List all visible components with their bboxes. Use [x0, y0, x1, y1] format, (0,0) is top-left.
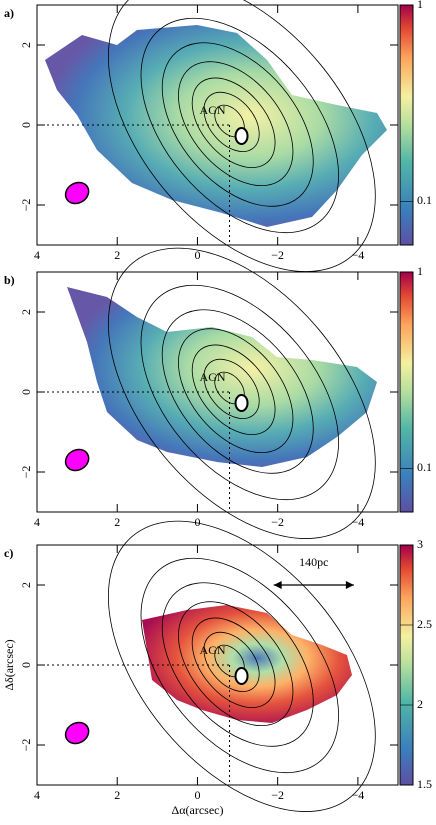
map-field — [142, 605, 352, 723]
colorbar-tick-label: 0.1 — [417, 460, 432, 474]
colorbar — [399, 4, 414, 246]
panel-label: a) — [4, 6, 14, 20]
colorbar-tick-label: 0.1 — [417, 193, 432, 207]
contour — [178, 601, 294, 727]
x-axis-label: Δα(arcsec) — [172, 803, 224, 817]
x-tick-label: 2 — [114, 788, 120, 802]
panel-label: b) — [4, 273, 15, 287]
y-tick-label: 2 — [19, 582, 33, 588]
x-tick-label: 2 — [114, 515, 120, 529]
contour — [140, 17, 339, 234]
map-field — [45, 25, 387, 227]
nucleus — [234, 127, 249, 145]
contour — [178, 328, 294, 454]
annotation: AGN — [200, 103, 226, 117]
contour — [203, 631, 260, 692]
y-tick-label: 2 — [19, 42, 33, 48]
panel: 4 2 0 −2 −4 2 0 −2 c) AGN 3 2.5 2 1.5 140pc Δα(arcsec) Δ… — [2, 520, 432, 817]
y-tick-label: 0 — [19, 122, 33, 128]
colorbar-tick-label: 3 — [417, 537, 423, 551]
contour — [191, 344, 276, 436]
x-tick-label: −2 — [271, 248, 284, 262]
scale-label: 140pc — [299, 555, 328, 569]
contour — [107, 0, 376, 272]
x-tick-label: 0 — [194, 788, 200, 802]
nucleus — [234, 394, 249, 412]
contour — [140, 557, 339, 774]
contour — [191, 617, 276, 709]
annotation: AGN — [200, 643, 226, 657]
y-axis-label: Δδ(arcsec) — [2, 639, 16, 690]
colorbar-tick-label: 2.5 — [417, 617, 432, 631]
panel: 4 2 0 −2 −4 2 0 −2 a) AGN 1 0.1 — [4, 0, 432, 272]
y-tick-label: −2 — [19, 739, 33, 752]
x-tick-label: 4 — [34, 515, 40, 529]
colorbar — [399, 544, 414, 786]
x-tick-label: −2 — [271, 788, 284, 802]
colorbar-tick-label: 1 — [417, 264, 423, 278]
contour — [161, 582, 314, 747]
y-tick-label: 2 — [19, 309, 33, 315]
colorbar-tick-label: 2 — [417, 697, 423, 711]
contour — [140, 284, 339, 501]
beam — [64, 448, 90, 472]
contour — [191, 77, 276, 169]
x-tick-label: 0 — [194, 248, 200, 262]
x-tick-label: −4 — [351, 248, 364, 262]
x-tick-label: 4 — [34, 788, 40, 802]
contour — [161, 309, 314, 474]
contour — [107, 520, 376, 812]
y-tick-label: 0 — [19, 389, 33, 395]
x-tick-label: 2 — [114, 248, 120, 262]
beam — [64, 721, 90, 745]
contour — [203, 91, 260, 152]
y-tick-label: 0 — [19, 662, 33, 668]
beam — [64, 181, 90, 205]
y-tick-label: −2 — [19, 199, 33, 212]
colorbar-tick-label: 1 — [417, 0, 423, 11]
colorbar — [399, 271, 414, 513]
colorbar-tick-label: 1.5 — [417, 777, 432, 791]
x-tick-label: 4 — [34, 248, 40, 262]
panel-label: c) — [4, 546, 13, 560]
contour — [107, 247, 376, 539]
contour — [161, 42, 314, 207]
x-tick-label: 0 — [194, 515, 200, 529]
contour — [178, 61, 294, 187]
contour — [203, 358, 260, 419]
nucleus — [234, 667, 249, 685]
x-tick-label: −2 — [271, 515, 284, 529]
annotation: AGN — [200, 370, 226, 384]
x-tick-label: −4 — [351, 515, 364, 529]
y-tick-label: −2 — [19, 466, 33, 479]
map-field — [67, 287, 377, 467]
x-tick-label: −4 — [351, 788, 364, 802]
panel: 4 2 0 −2 −4 2 0 −2 b) AGN 1 0.1 — [4, 247, 432, 539]
